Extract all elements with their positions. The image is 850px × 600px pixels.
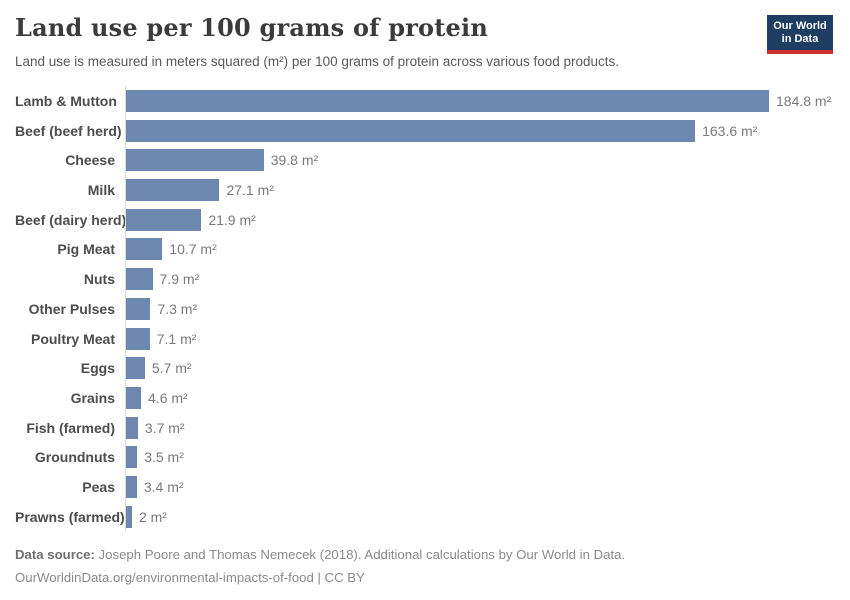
chart-row: Pig Meat 10.7 m² bbox=[15, 235, 835, 265]
category-label: Milk bbox=[87, 182, 115, 199]
category-label: Lamb & Mutton bbox=[15, 92, 117, 109]
bar[interactable] bbox=[125, 179, 220, 202]
bar-value-label: 7.3 m² bbox=[157, 300, 198, 317]
bar[interactable] bbox=[125, 238, 163, 261]
owid-logo[interactable]: Our World in Data bbox=[767, 15, 833, 55]
bar-value-label: 2 m² bbox=[138, 508, 167, 525]
bar[interactable] bbox=[125, 416, 138, 439]
chart-row: Cheese 39.8 m² bbox=[15, 145, 835, 175]
bar-area: 5.7 m² bbox=[125, 353, 835, 383]
category-label: Eggs bbox=[80, 360, 115, 377]
chart-row: Peas 3.4 m² bbox=[15, 472, 835, 502]
bar[interactable] bbox=[125, 208, 202, 231]
category-label: Beef (dairy herd) bbox=[15, 211, 127, 228]
category-label: Cheese bbox=[65, 152, 115, 169]
chart-row: Prawns (farmed) 2 m² bbox=[15, 502, 835, 532]
bar-area: 7.9 m² bbox=[125, 264, 835, 294]
data-source-text: Joseph Poore and Thomas Nemecek (2018). … bbox=[94, 547, 626, 562]
bar-value-label: 3.5 m² bbox=[144, 449, 184, 466]
chart-row: Grains 4.6 m² bbox=[15, 383, 835, 413]
category-label: Poultry Meat bbox=[30, 330, 115, 347]
bar-value-label: 184.8 m² bbox=[776, 92, 832, 109]
bar-value-label: 3.4 m² bbox=[143, 479, 184, 496]
category-label: Groundnuts bbox=[34, 449, 115, 466]
chart-row: Groundnuts 3.5 m² bbox=[15, 443, 835, 473]
bar-area: 27.1 m² bbox=[125, 175, 835, 205]
bar[interactable] bbox=[125, 119, 696, 142]
bar[interactable] bbox=[125, 268, 153, 291]
category-label: Fish (farmed) bbox=[26, 419, 115, 436]
bar-value-label: 5.7 m² bbox=[151, 360, 192, 377]
category-label: Prawns (farmed) bbox=[15, 508, 125, 525]
chart-footer: Data source: Joseph Poore and Thomas Nem… bbox=[15, 543, 625, 589]
bar-area: 21.9 m² bbox=[125, 205, 835, 235]
category-label: Pig Meat bbox=[57, 241, 115, 258]
bar-value-label: 7.9 m² bbox=[159, 271, 200, 288]
bar[interactable] bbox=[125, 327, 150, 350]
bar-area: 3.7 m² bbox=[125, 413, 835, 443]
bar-value-label: 10.7 m² bbox=[169, 241, 217, 258]
owid-logo-line2: in Data bbox=[781, 33, 819, 46]
category-label: Beef (beef herd) bbox=[15, 122, 122, 139]
data-source-label: Data source: bbox=[15, 547, 95, 562]
bar-chart: Lamb & Mutton 184.8 m² Beef (beef herd) … bbox=[15, 86, 835, 532]
bar-value-label: 7.1 m² bbox=[156, 330, 197, 347]
category-label: Peas bbox=[82, 479, 115, 496]
bar-area: 163.6 m² bbox=[125, 116, 835, 146]
bar[interactable] bbox=[125, 387, 142, 410]
bar-area: 7.3 m² bbox=[125, 294, 835, 324]
bar[interactable] bbox=[125, 297, 151, 320]
chart-row: Beef (beef herd) 163.6 m² bbox=[15, 116, 835, 146]
bar-area: 39.8 m² bbox=[125, 145, 835, 175]
bar-value-label: 163.6 m² bbox=[702, 122, 758, 139]
chart-row: Lamb & Mutton 184.8 m² bbox=[15, 86, 835, 116]
chart-row: Poultry Meat 7.1 m² bbox=[15, 324, 835, 354]
bar-area: 10.7 m² bbox=[125, 235, 835, 265]
bar-value-label: 21.9 m² bbox=[208, 211, 256, 228]
category-label: Nuts bbox=[83, 271, 115, 288]
page-title: Land use per 100 grams of protein bbox=[15, 13, 488, 42]
category-label: Grains bbox=[70, 390, 115, 407]
bar-value-label: 27.1 m² bbox=[226, 182, 274, 199]
chart-row: Milk 27.1 m² bbox=[15, 175, 835, 205]
chart-row: Eggs 5.7 m² bbox=[15, 353, 835, 383]
category-label: Other Pulses bbox=[28, 300, 115, 317]
bar[interactable] bbox=[125, 476, 137, 499]
chart-rows: Lamb & Mutton 184.8 m² Beef (beef herd) … bbox=[15, 86, 835, 532]
chart-row: Other Pulses 7.3 m² bbox=[15, 294, 835, 324]
bar-value-label: 39.8 m² bbox=[270, 152, 319, 169]
data-source-line: Data source: Joseph Poore and Thomas Nem… bbox=[15, 543, 625, 566]
chart-subtitle: Land use is measured in meters squared (… bbox=[15, 54, 620, 69]
chart-row: Fish (farmed) 3.7 m² bbox=[15, 413, 835, 443]
bar-area: 3.4 m² bbox=[125, 472, 835, 502]
owid-logo-line1: Our World bbox=[773, 20, 827, 32]
license-line: OurWorldinData.org/environmental-impacts… bbox=[15, 570, 365, 585]
bar-area: 184.8 m² bbox=[125, 86, 835, 116]
chart-row: Beef (dairy herd) 21.9 m² bbox=[15, 205, 835, 235]
bar-value-label: 3.7 m² bbox=[144, 419, 185, 436]
bar[interactable] bbox=[125, 446, 138, 469]
bar[interactable] bbox=[125, 149, 264, 172]
bar-value-label: 4.6 m² bbox=[148, 390, 188, 407]
bar-area: 2 m² bbox=[125, 502, 835, 532]
bar-area: 4.6 m² bbox=[125, 383, 835, 413]
bar[interactable] bbox=[125, 357, 145, 380]
chart-row: Nuts 7.9 m² bbox=[15, 264, 835, 294]
y-axis-line bbox=[125, 86, 126, 532]
bar-area: 3.5 m² bbox=[125, 443, 835, 473]
bar[interactable] bbox=[125, 89, 769, 112]
bar-area: 7.1 m² bbox=[125, 324, 835, 354]
bar[interactable] bbox=[125, 505, 132, 528]
